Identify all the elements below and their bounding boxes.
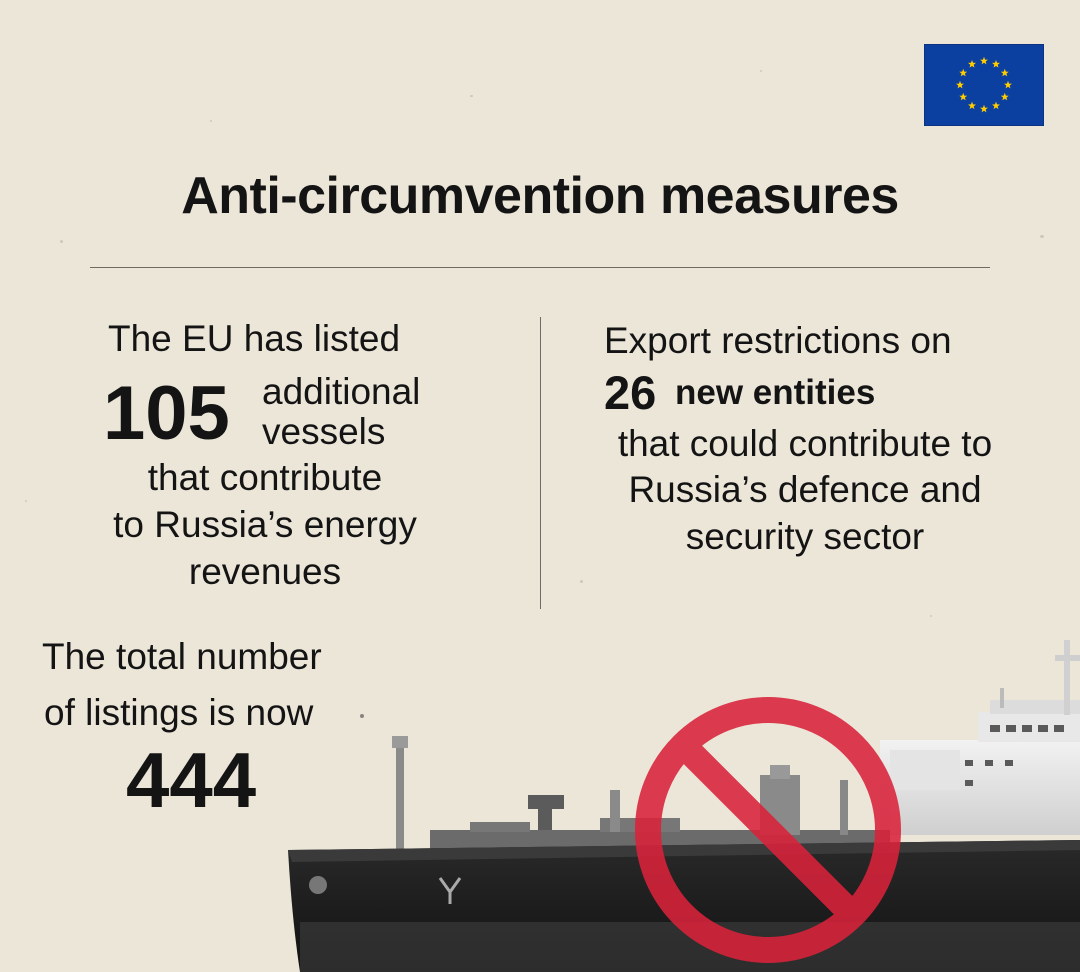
- eu-flag-star: [1000, 92, 1009, 101]
- eu-flag-star: [980, 104, 988, 113]
- paper-texture: [1040, 235, 1044, 238]
- tanker-ship-illustration: [288, 640, 1080, 972]
- eu-flag-star: [992, 60, 1000, 68]
- vessels-count: 105: [103, 371, 230, 456]
- paper-texture: [580, 580, 583, 583]
- total-line-2: of listings is now: [44, 692, 314, 733]
- ship-superstructure: [880, 640, 1080, 835]
- prohibition-icon: [635, 697, 901, 963]
- eu-flag-star: [956, 80, 964, 89]
- right-line-4: Russia’s defence and: [628, 469, 982, 510]
- total-listings-count: 444: [126, 736, 257, 824]
- anchor-icon: [438, 877, 462, 904]
- eu-flag-icon: [925, 45, 1043, 125]
- left-word-vessels: vessels: [262, 411, 386, 452]
- left-line-3: that contribute: [147, 457, 383, 498]
- total-line-1: The total number: [42, 636, 322, 677]
- eu-flag-star: [968, 60, 976, 68]
- left-line-1: The EU has listed: [108, 318, 401, 359]
- eu-flag-star: [1004, 80, 1012, 89]
- column-divider: [540, 317, 541, 609]
- paper-texture: [760, 70, 762, 72]
- eu-flag-star: [992, 101, 1000, 110]
- eu-flag-star: [959, 68, 968, 77]
- title-divider: [90, 267, 990, 268]
- eu-flag-stars: [956, 56, 1012, 113]
- paper-texture: [210, 120, 212, 122]
- eu-flag-star: [968, 101, 976, 110]
- entities-count: 26: [604, 366, 657, 419]
- right-line-1: Export restrictions on: [604, 320, 952, 361]
- eu-flag-star: [959, 92, 968, 101]
- paper-texture: [60, 240, 63, 243]
- page-title: Anti-circumvention measures: [181, 167, 899, 225]
- paper-texture: [360, 714, 364, 718]
- paper-texture: [25, 500, 27, 502]
- right-emphasis: new entities: [675, 373, 876, 412]
- eu-flag-star: [1000, 68, 1009, 77]
- right-line-3: that could contribute to: [617, 423, 993, 464]
- left-word-additional: additional: [262, 371, 421, 412]
- anchor-icon: [309, 876, 327, 894]
- paper-texture: [930, 615, 932, 617]
- paper-texture: [470, 95, 473, 97]
- left-line-4: to Russia’s energy: [113, 504, 417, 545]
- left-line-5: revenues: [188, 551, 342, 592]
- eu-flag-star: [980, 56, 988, 65]
- right-line-5: security sector: [685, 516, 925, 557]
